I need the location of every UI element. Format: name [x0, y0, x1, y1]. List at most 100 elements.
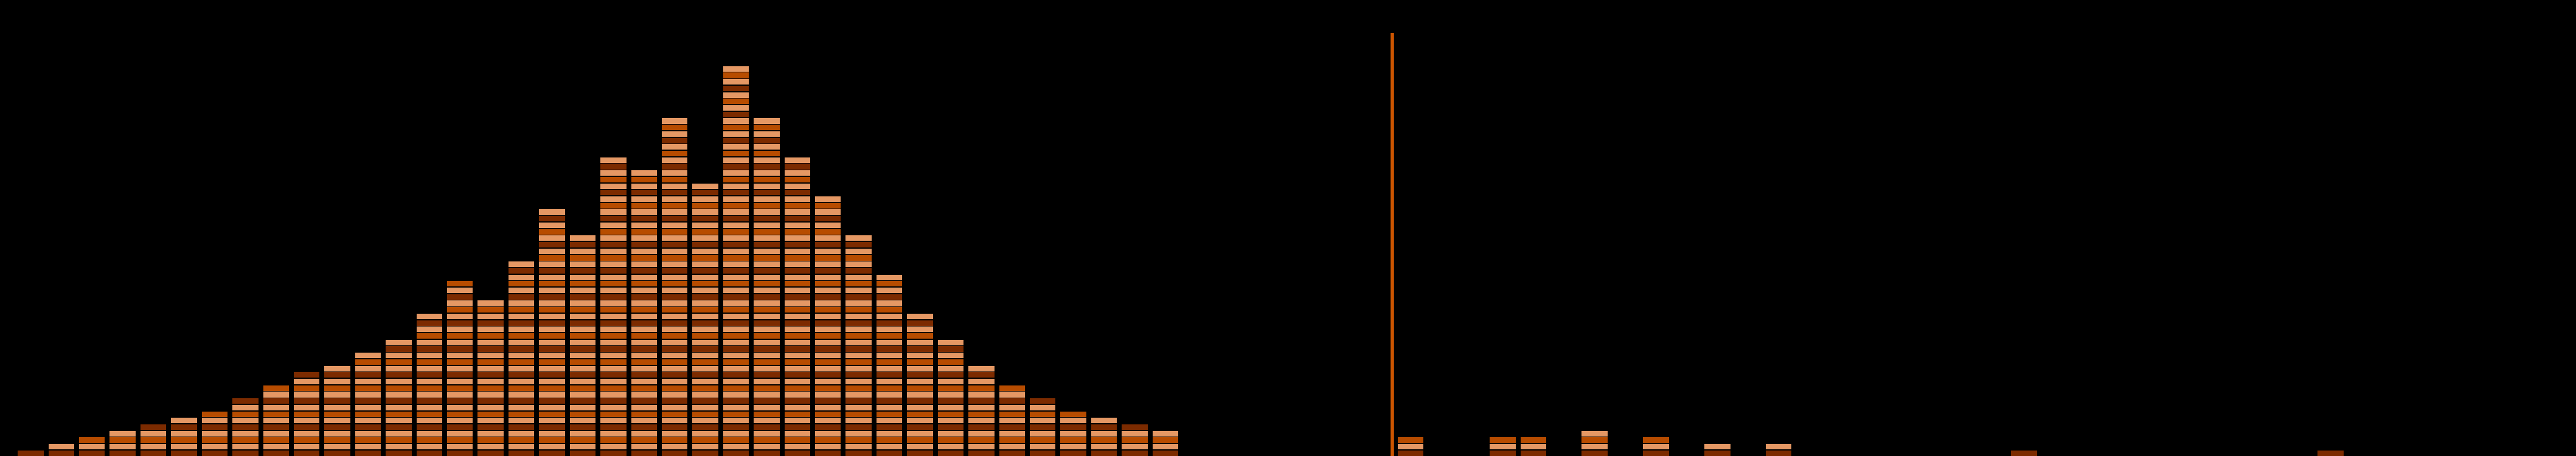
Bar	[938, 359, 963, 365]
Bar	[1765, 451, 1790, 456]
Bar	[507, 359, 533, 365]
Bar	[1092, 425, 1118, 430]
Bar	[1643, 437, 1669, 443]
Bar	[386, 359, 412, 365]
Bar	[662, 431, 688, 436]
Bar	[417, 333, 443, 339]
Bar	[600, 405, 626, 410]
Bar	[938, 411, 963, 417]
Bar	[999, 411, 1025, 417]
Bar	[755, 366, 781, 371]
Bar	[325, 385, 350, 391]
Bar	[1582, 451, 1607, 456]
Bar	[538, 399, 564, 404]
Bar	[662, 255, 688, 260]
Bar	[938, 385, 963, 391]
Bar	[662, 411, 688, 417]
Bar	[448, 320, 474, 326]
Bar	[507, 372, 533, 378]
Bar	[448, 326, 474, 332]
Bar	[969, 372, 994, 378]
Bar	[600, 275, 626, 280]
Bar	[755, 451, 781, 456]
Bar	[814, 425, 840, 430]
Bar	[786, 411, 811, 417]
Bar	[507, 288, 533, 293]
Bar	[386, 385, 412, 391]
Bar	[538, 333, 564, 339]
Bar	[417, 340, 443, 345]
Bar	[448, 418, 474, 424]
Bar	[325, 366, 350, 371]
Bar	[507, 333, 533, 339]
Bar	[569, 242, 595, 248]
Bar	[325, 444, 350, 450]
Bar	[631, 437, 657, 443]
Bar	[386, 399, 412, 404]
Bar	[724, 216, 750, 222]
Bar	[448, 411, 474, 417]
Bar	[724, 144, 750, 150]
Bar	[845, 405, 871, 410]
Bar	[969, 418, 994, 424]
Bar	[477, 437, 502, 443]
Bar	[755, 144, 781, 150]
Bar	[662, 268, 688, 274]
Bar	[538, 444, 564, 450]
Bar	[662, 275, 688, 280]
Bar	[263, 405, 289, 410]
Bar	[477, 359, 502, 365]
Bar	[294, 425, 319, 430]
Bar	[693, 320, 719, 326]
Bar	[569, 392, 595, 397]
Bar	[538, 392, 564, 397]
Bar	[876, 333, 902, 339]
Bar	[814, 320, 840, 326]
Bar	[814, 255, 840, 260]
Bar	[600, 197, 626, 202]
Bar	[1121, 431, 1146, 436]
Bar	[907, 385, 933, 391]
Bar	[448, 399, 474, 404]
Bar	[786, 183, 811, 189]
Bar	[507, 385, 533, 391]
Bar	[693, 385, 719, 391]
Bar	[969, 399, 994, 404]
Bar	[693, 359, 719, 365]
Bar	[325, 431, 350, 436]
Bar	[969, 431, 994, 436]
Bar	[662, 405, 688, 410]
Bar	[631, 333, 657, 339]
Bar	[386, 353, 412, 358]
Bar	[1030, 431, 1056, 436]
Bar	[538, 307, 564, 313]
Bar	[1061, 444, 1087, 450]
Bar	[693, 197, 719, 202]
Bar	[569, 418, 595, 424]
Bar	[999, 405, 1025, 410]
Bar	[631, 177, 657, 182]
Bar	[814, 288, 840, 293]
Bar	[814, 249, 840, 254]
Bar	[845, 281, 871, 287]
Bar	[631, 399, 657, 404]
Bar	[786, 405, 811, 410]
Bar	[786, 197, 811, 202]
Bar	[845, 314, 871, 319]
Bar	[724, 353, 750, 358]
Bar	[938, 379, 963, 384]
Bar	[600, 190, 626, 196]
Bar	[693, 411, 719, 417]
Bar	[724, 73, 750, 78]
Bar	[355, 385, 381, 391]
Bar	[569, 268, 595, 274]
Bar	[417, 385, 443, 391]
Bar	[724, 98, 750, 104]
Bar	[814, 340, 840, 345]
Bar	[600, 366, 626, 371]
Bar	[755, 203, 781, 208]
Bar	[18, 451, 44, 456]
Bar	[755, 431, 781, 436]
Bar	[999, 392, 1025, 397]
Bar	[755, 209, 781, 215]
